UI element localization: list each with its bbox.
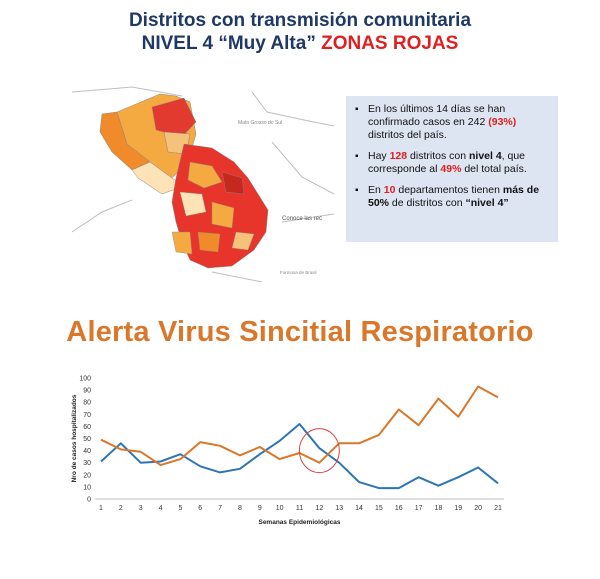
highlight-circle [298, 428, 340, 474]
y-tick-label: 90 [83, 388, 91, 395]
y-tick-label: 100 [79, 376, 91, 383]
x-tick-label: 10 [276, 505, 284, 512]
map-border-line [251, 91, 335, 127]
x-tick-label: 17 [415, 505, 423, 512]
section-title: Alerta Virus Sincitial Respiratorio [66, 316, 534, 348]
x-tick-label: 1 [99, 505, 103, 512]
header-level-text: NIVEL 4 “Muy Alta” [141, 33, 322, 54]
y-tick-label: 30 [83, 460, 91, 467]
map-district-patch [197, 231, 221, 253]
map-district-patch [171, 231, 193, 255]
map-district-patch [211, 201, 235, 229]
y-tick-label: 40 [83, 448, 91, 455]
x-tick-label: 9 [258, 505, 262, 512]
paraguay-district-map: Mato Grosso do Sul Conoce las rec Formos… [71, 82, 335, 283]
y-tick-label: 20 [83, 472, 91, 479]
x-tick-label: 4 [159, 505, 163, 512]
x-tick-label: 13 [335, 505, 343, 512]
y-tick-label: 80 [83, 400, 91, 407]
series-line-1 [100, 423, 499, 490]
map-border-line [71, 199, 133, 233]
x-tick-label: 15 [375, 505, 383, 512]
x-tick-label: 16 [395, 505, 403, 512]
x-tick-label: 3 [139, 505, 143, 512]
x-tick-label: 5 [178, 505, 182, 512]
x-tick-label: 11 [296, 505, 303, 512]
map-border-line [271, 141, 335, 195]
map-border-line [71, 86, 183, 97]
y-tick-label: 0 [87, 497, 91, 504]
map-label-conoce: Conoce las rec [282, 216, 322, 222]
x-tick-label: 6 [198, 505, 202, 512]
x-tick-label: 8 [238, 505, 242, 512]
map-district-patch [221, 171, 245, 195]
map-district-patch [187, 161, 223, 189]
x-tick-label: 21 [494, 505, 502, 512]
header-red-zones-text: ZONAS ROJAS [321, 33, 459, 54]
header-title-line2: NIVEL 4 “Muy Alta” ZONAS ROJAS [0, 32, 600, 56]
x-tick-label: 2 [119, 505, 123, 512]
vsr-line-chart: 0 10 20 30 40 50 60 70 80 90 100 1 2 3 4 5 6 7 8 9 10 11 12 13 1… [0, 370, 600, 574]
map-label-mato-grosso: Mato Grosso do Sul [238, 120, 282, 126]
x-tick-label: 20 [474, 505, 482, 512]
x-tick-label: 18 [435, 505, 443, 512]
map-svg: Mato Grosso do Sul Conoce las rec Formos… [71, 86, 335, 283]
x-tick-label: 7 [218, 505, 222, 512]
map-region-alto-paraguay [151, 97, 197, 138]
y-tick-label: 70 [83, 412, 91, 419]
map-label-formosa: Formosa de Brasil [280, 270, 317, 275]
x-tick-label: 14 [355, 505, 363, 512]
map-region-south-chaco [131, 161, 185, 195]
x-axis-title: Semanas Epidemiológicas [258, 519, 340, 526]
info-list: En los últimos 14 días se han confirmado… [354, 103, 550, 210]
map-district-patch [231, 231, 255, 251]
info-item-departments: En 10 departamentos tienen más de 50% de… [354, 184, 550, 210]
x-tick-label: 19 [454, 505, 462, 512]
info-summary-box: En los últimos 14 días se han confirmado… [346, 96, 558, 242]
info-item-level4: Hay 128 distritos con nivel 4, que corre… [354, 150, 550, 176]
header-title-line1: Distritos con transmisión comunitaria [128, 10, 472, 31]
info-item-confirmed: En los últimos 14 días se han confirmado… [354, 103, 550, 142]
map-border-line [211, 271, 263, 283]
y-axis-title: Nro de casos hospitalizados [71, 394, 78, 482]
map-district-patch [179, 191, 207, 217]
y-tick-label: 10 [83, 484, 91, 491]
y-tick-label: 50 [83, 436, 91, 443]
chart-series-layer [100, 385, 499, 490]
x-tick-label: 12 [315, 505, 323, 512]
map-border-line [281, 213, 335, 223]
header: Distritos con transmisión comunitaria NI… [0, 10, 600, 56]
y-tick-label: 60 [83, 424, 91, 431]
